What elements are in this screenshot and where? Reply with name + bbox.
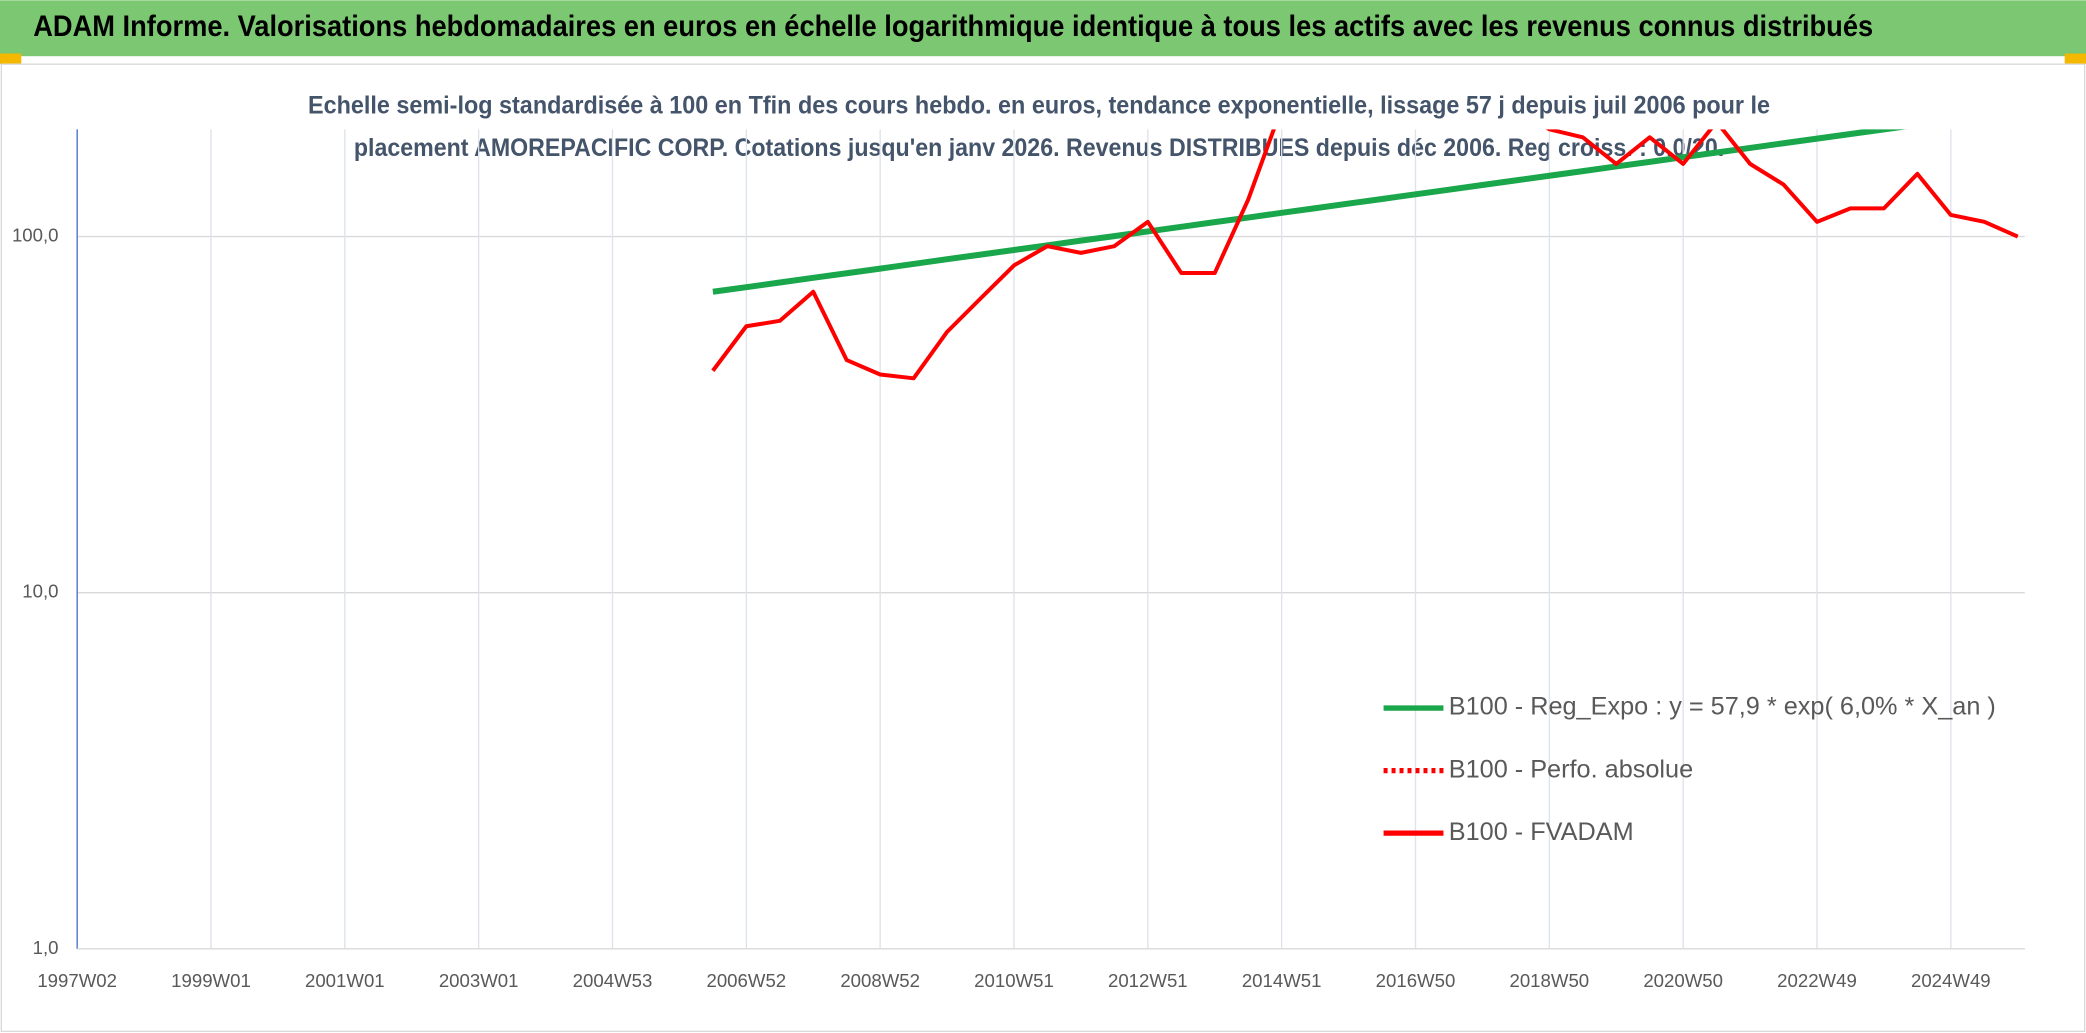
y-tick-label: 100,0 bbox=[12, 224, 59, 245]
page-title: ADAM Informe. Valorisations hebdomadaire… bbox=[33, 11, 1873, 43]
x-tick-label: 1997W02 bbox=[37, 970, 117, 991]
x-tick-label: 2006W52 bbox=[706, 970, 786, 991]
x-tick-label: 2022W49 bbox=[1777, 970, 1857, 991]
corner-mark bbox=[2064, 53, 2086, 65]
x-tick-label: 2010W51 bbox=[974, 970, 1054, 991]
x-tick-label: 2012W51 bbox=[1108, 970, 1188, 991]
grid bbox=[76, 129, 2025, 950]
chart-panel bbox=[0, 63, 2086, 1033]
x-tick-label: 2018W50 bbox=[1509, 970, 1589, 991]
y-tick-label: 1,0 bbox=[33, 937, 59, 958]
x-tick-label: 2008W52 bbox=[840, 970, 920, 991]
chart-title: placement AMOREPACIFIC CORP. Cotations j… bbox=[354, 134, 1724, 162]
header-bar bbox=[0, 0, 2086, 57]
series-line bbox=[711, 129, 2019, 381]
legend-label: B100 - FVADAM bbox=[1449, 818, 1634, 846]
plot-area bbox=[711, 129, 2019, 381]
axes: 1,0 10,0 100,0 1997W02 1999W01 2001W01 2003W01… bbox=[12, 129, 2025, 991]
y-tick-label: 10,0 bbox=[22, 581, 58, 602]
series-line bbox=[712, 129, 1906, 295]
x-tick-label: 2014W51 bbox=[1242, 970, 1322, 991]
x-tick-label: 2003W01 bbox=[439, 970, 519, 991]
x-tick-label: 2004W53 bbox=[573, 970, 653, 991]
x-tick-label: 2020W50 bbox=[1643, 970, 1723, 991]
x-tick-label: 2001W01 bbox=[305, 970, 385, 991]
chart-title: Echelle semi-log standardisée à 100 en T… bbox=[308, 91, 1770, 119]
x-tick-label: 2016W50 bbox=[1376, 970, 1456, 991]
legend: B100 - Reg_Expo : y = 57,9 * exp( 6,0% *… bbox=[1383, 693, 1996, 846]
x-tick-label: 2024W49 bbox=[1911, 970, 1991, 991]
x-tick-label: 1999W01 bbox=[171, 970, 251, 991]
legend-label: B100 - Perfo. absolue bbox=[1449, 755, 1693, 783]
legend-label: B100 - Reg_Expo : y = 57,9 * exp( 6,0% *… bbox=[1449, 693, 1996, 721]
corner-mark bbox=[0, 53, 22, 65]
